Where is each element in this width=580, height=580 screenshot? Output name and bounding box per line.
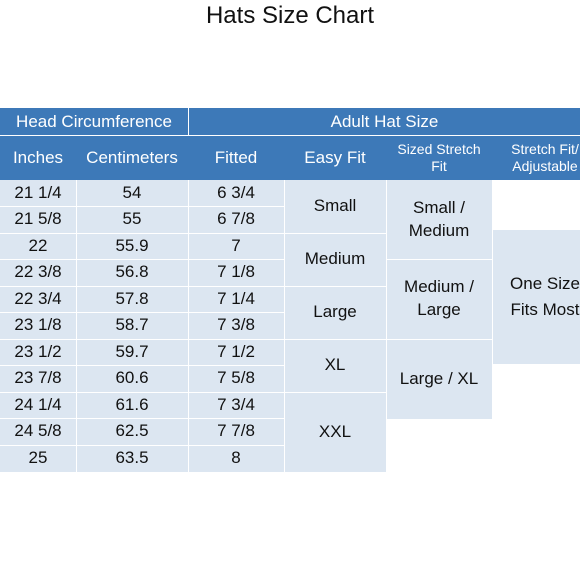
row-11-fitted: 8 [231,448,241,468]
row-5-fitted: 7 1/4 [217,288,255,308]
easy-fit-medium: Medium [304,249,366,269]
row-7-cm: 59.7 [115,341,149,361]
header-sized-stretch-fit: Sized Stretch Fit [386,136,492,180]
easy-fit-small: Small [313,196,357,216]
row-11-inches: 25 [28,448,48,468]
header-head-circumference: Head Circumference [16,112,172,132]
sized-stretch-small-medium-line1: Small / [413,197,465,217]
easy-fit-xxl: XXL [318,421,352,441]
row-3-cm: 55.9 [115,235,149,255]
row-4-inches: 22 3/8 [14,262,62,282]
row-9-cm: 61.6 [115,394,149,414]
row-1-inches: 21 1/4 [14,182,62,202]
header-sized-stretch-line1: Sized Stretch [397,140,481,157]
row-9-fitted: 7 3/4 [217,394,255,414]
sized-stretch-small-medium: Small / Medium [386,180,492,259]
row-10-fitted: 7 7/8 [217,421,255,441]
header-stretch-fit-line2: Adjustable [512,158,578,174]
body-band-sized-stretch [386,180,492,419]
header-centimeters: Centimeters [86,148,178,168]
row-7-fitted: 7 1/2 [217,341,255,361]
sized-stretch-large-xl-line1: Large / XL [399,368,479,388]
sized-stretch-medium-large: Medium / Large [386,259,492,339]
sized-stretch-medium-large-line2: Large [417,300,461,319]
row-8-cm: 60.6 [115,368,149,388]
header-stretch-fit-line1: Stretch Fit/ [511,140,579,157]
easy-fit-large: Large [313,302,357,322]
row-4-cm: 56.8 [115,262,149,282]
sized-stretch-medium-large-line1: Medium / [404,277,474,297]
row-2-inches: 21 5/8 [14,209,62,229]
sized-stretch-small-medium-line2: Medium [408,220,470,240]
header-fitted: Fitted [214,148,258,168]
header-sized-stretch-line2: Fit [431,158,447,174]
page-title: Hats Size Chart [205,2,375,29]
row-6-inches: 23 1/8 [14,315,62,335]
body-band-stretch-fit [492,230,580,364]
row-6-cm: 58.7 [115,315,149,335]
row-8-inches: 23 7/8 [14,368,62,388]
header-inches: Inches [12,148,64,168]
row-2-fitted: 6 7/8 [217,209,255,229]
row-3-inches: 22 [28,235,48,255]
row-7-inches: 23 1/2 [14,341,62,361]
header-adult-hat-size: Adult Hat Size [330,112,439,132]
row-4-fitted: 7 1/8 [217,262,255,282]
row-8-fitted: 7 5/8 [217,368,255,388]
row-10-cm: 62.5 [115,421,149,441]
row-1-cm: 54 [122,182,142,202]
row-5-inches: 22 3/4 [14,288,62,308]
row-5-cm: 57.8 [115,288,149,308]
row-11-cm: 63.5 [115,448,149,468]
header-stretch-fit-adjustable: Stretch Fit/ Adjustable [492,136,580,180]
sized-stretch-large-xl: Large / XL [386,339,492,419]
table-header [0,108,580,180]
row-10-inches: 24 5/8 [14,421,62,441]
stretch-fit-line2: Fits Most [510,300,580,319]
easy-fit-xl: XL [324,355,346,375]
header-easy-fit: Easy Fit [304,148,366,168]
row-3-fitted: 7 [231,235,241,255]
row-2-cm: 55 [122,209,142,229]
stretch-fit-one-size: One Size Fits Most [492,230,580,364]
row-9-inches: 24 1/4 [14,394,62,414]
row-6-fitted: 7 3/8 [217,315,255,335]
stretch-fit-line1: One Size [510,273,580,293]
row-1-fitted: 6 3/4 [217,182,255,202]
body-band-left [0,180,386,472]
